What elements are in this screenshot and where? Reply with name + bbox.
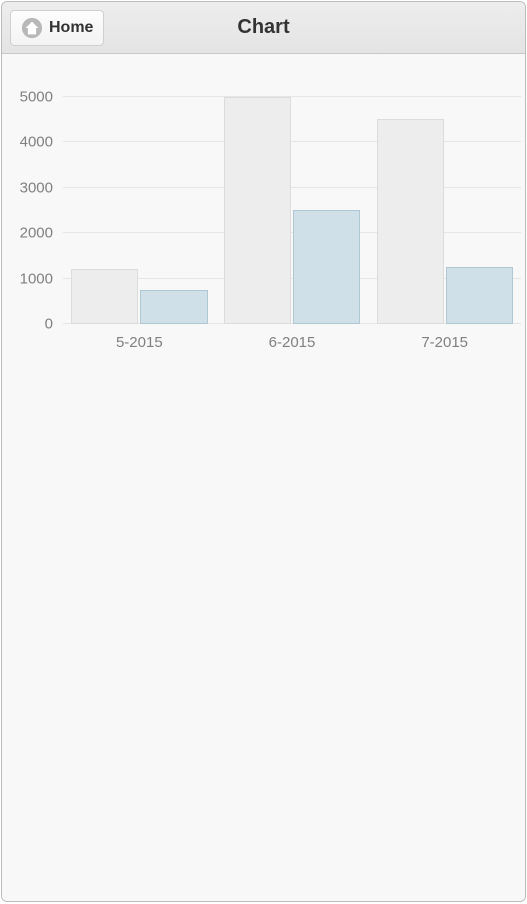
chart-xtick-label: 7-2015 — [368, 334, 521, 351]
chart-plot-area: 010002000300040005000 — [63, 74, 521, 324]
chart-bar — [377, 119, 444, 324]
chart-x-axis: 5-20156-20157-2015 — [63, 334, 521, 351]
content-area: 010002000300040005000 5-20156-20157-2015 — [2, 54, 525, 901]
home-button[interactable]: Home — [10, 10, 104, 46]
chart-bar — [446, 267, 513, 324]
app-window: Home Chart 010002000300040005000 5-20156… — [1, 1, 526, 902]
home-icon — [21, 17, 43, 39]
chart-bar-group — [63, 74, 216, 324]
chart-ytick-label: 4000 — [20, 134, 63, 151]
chart-ytick-label: 1000 — [20, 270, 63, 287]
chart-bar — [140, 290, 207, 324]
chart: 010002000300040005000 5-20156-20157-2015 — [8, 74, 521, 351]
chart-ytick-label: 3000 — [20, 179, 63, 196]
home-button-label: Home — [49, 19, 93, 37]
chart-ytick-label: 5000 — [20, 88, 63, 105]
chart-bar — [224, 97, 291, 324]
chart-ytick-label: 0 — [45, 316, 63, 333]
header-bar: Home Chart — [2, 2, 525, 54]
chart-bar-group — [216, 74, 369, 324]
chart-bars — [63, 74, 521, 324]
chart-bar-group — [368, 74, 521, 324]
chart-bar — [71, 269, 138, 324]
chart-bar — [293, 210, 360, 324]
chart-xtick-label: 5-2015 — [63, 334, 216, 351]
chart-ytick-label: 2000 — [20, 225, 63, 242]
chart-xtick-label: 6-2015 — [216, 334, 369, 351]
